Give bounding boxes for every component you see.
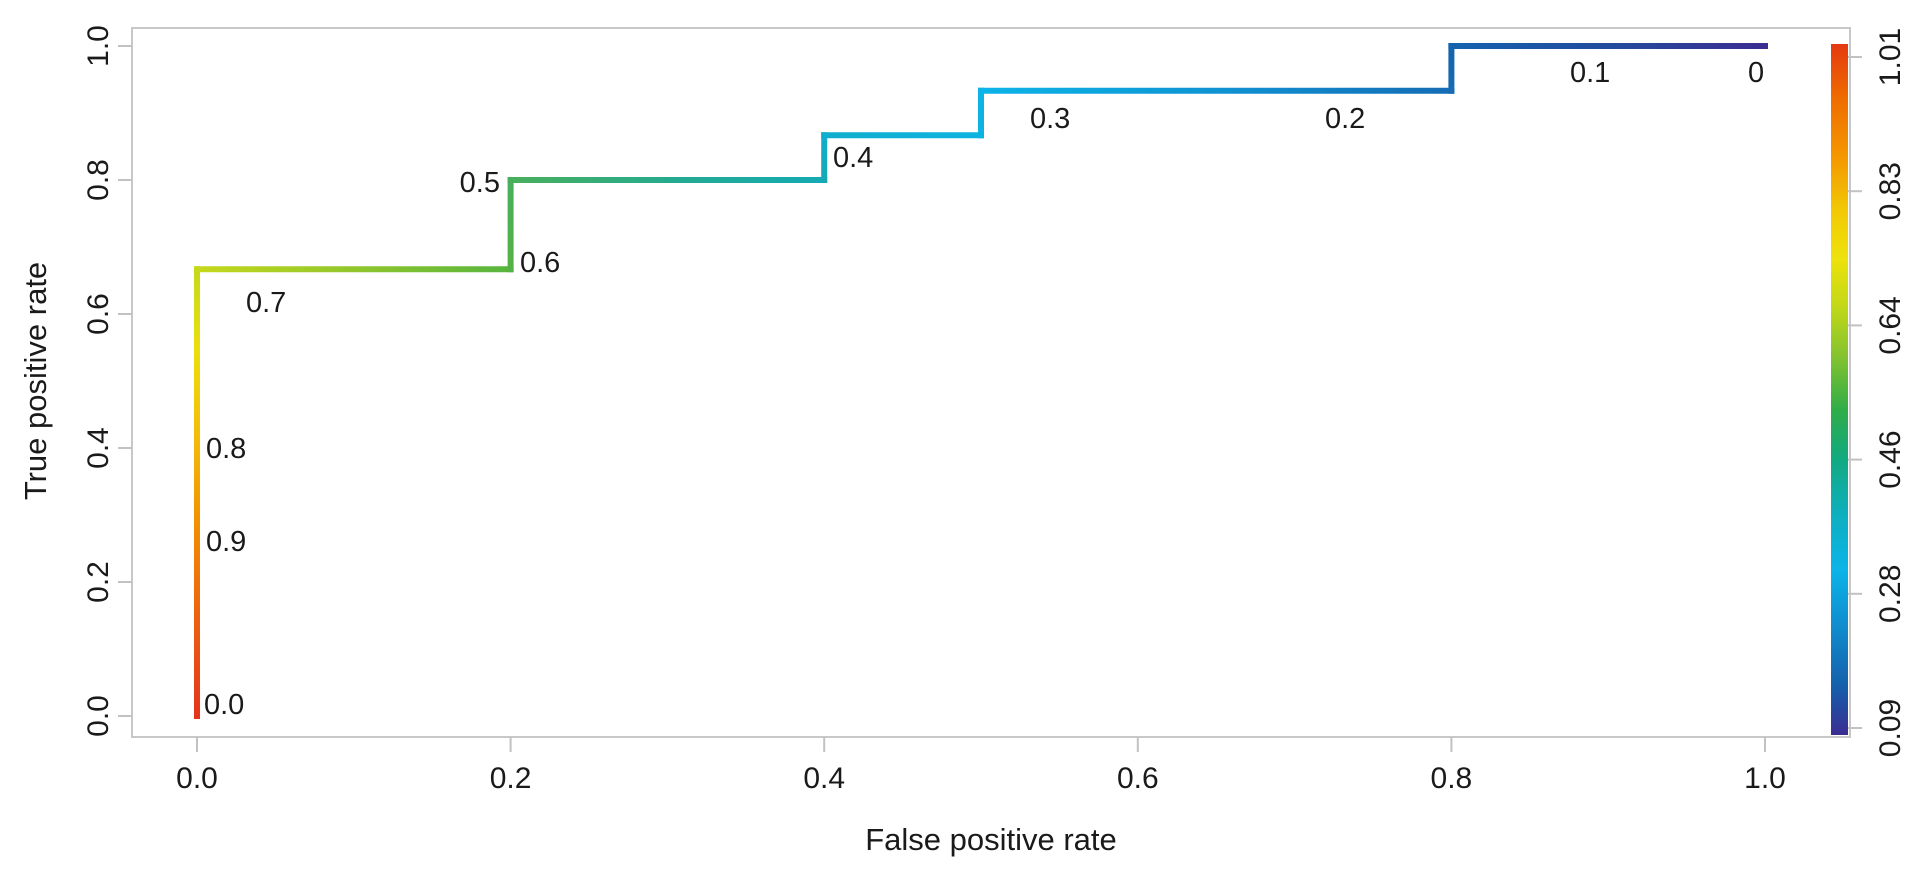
plot-box — [131, 27, 1851, 738]
colorbar-tick-label: 0.46 — [1874, 430, 1907, 488]
y-axis: 0.0 0.2 0.4 0.6 0.8 1.0 — [82, 25, 132, 737]
x-axis: 0.0 0.2 0.4 0.6 0.8 1.0 — [176, 737, 1786, 795]
colorbar-tick-label: 1.01 — [1874, 28, 1907, 86]
cutoff-label: 0.1 — [1570, 57, 1610, 89]
cutoff-label: 0 — [1748, 57, 1764, 89]
roc-curve — [194, 43, 1768, 719]
y-axis-title: True positive rate — [18, 261, 53, 501]
colorbar-tick-label: 0.09 — [1874, 699, 1907, 757]
y-tick-label: 1.0 — [82, 25, 115, 67]
x-tick-label: 0.8 — [1431, 762, 1473, 795]
colorbar-tick-label: 0.28 — [1874, 565, 1907, 623]
y-tick-label: 0.4 — [82, 427, 115, 469]
x-tick-label: 1.0 — [1744, 762, 1786, 795]
x-tick-label: 0.0 — [176, 762, 218, 795]
cutoff-label: 0.4 — [833, 142, 873, 174]
colorbar-tick-label: 0.64 — [1874, 296, 1907, 354]
cutoff-label: 0.8 — [206, 433, 246, 465]
x-tick-label: 0.4 — [803, 762, 845, 795]
y-tick-label: 0.2 — [82, 561, 115, 603]
colorbar-strip — [1831, 44, 1848, 735]
colorbar-tick-label: 0.83 — [1874, 162, 1907, 220]
x-tick-label: 0.6 — [1117, 762, 1159, 795]
x-axis-title: False positive rate — [865, 822, 1117, 857]
y-tick-label: 0.0 — [82, 695, 115, 737]
cutoff-label: 0.2 — [1325, 103, 1365, 135]
cutoff-label: 0.6 — [520, 247, 560, 279]
y-tick-label: 0.6 — [82, 293, 115, 335]
cutoff-label: 0.9 — [206, 526, 246, 558]
y-tick-label: 0.8 — [82, 159, 115, 201]
cutoff-label: 0.3 — [1030, 103, 1070, 135]
x-tick-label: 0.2 — [490, 762, 532, 795]
cutoff-label: 0.7 — [246, 287, 286, 319]
cutoff-label: 0.5 — [460, 167, 500, 199]
cutoff-labels: 0.0 0.9 0.8 0.7 0.6 0.5 0.4 0.3 0.2 0.1 0 — [204, 57, 1764, 721]
cutoff-label: 0.0 — [204, 689, 244, 721]
colorbar: 1.01 0.83 0.64 0.46 0.28 0.09 — [1831, 28, 1907, 757]
